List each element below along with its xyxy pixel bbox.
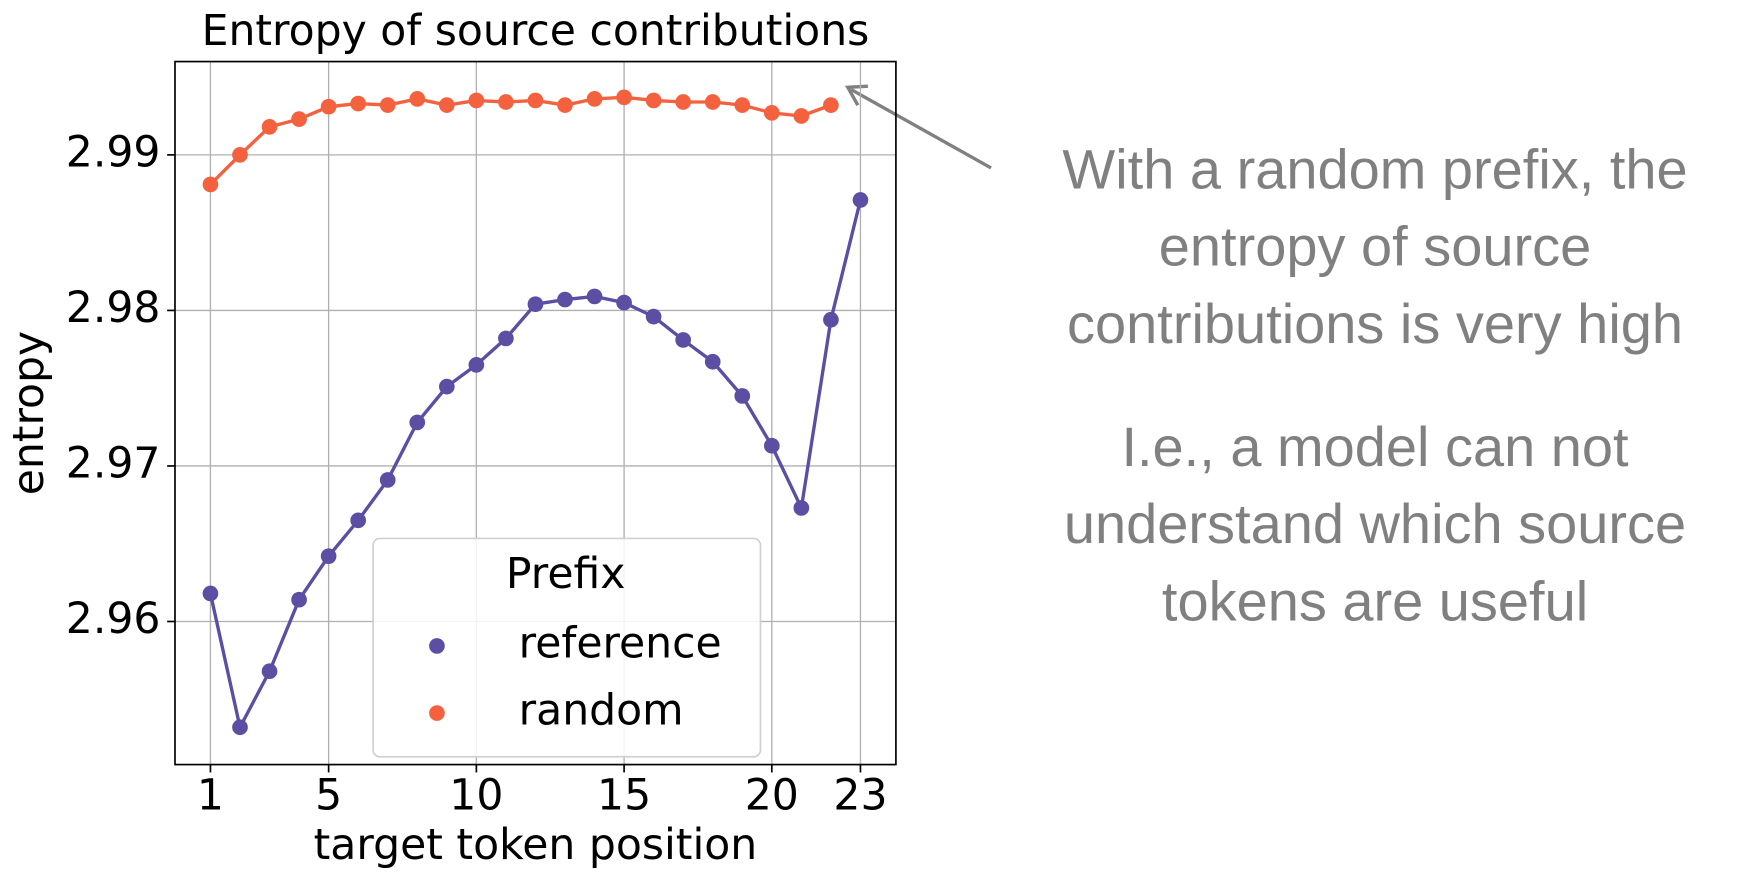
data-point (675, 94, 692, 110)
data-point (379, 472, 396, 488)
y-tick-label: 2.96 (66, 595, 161, 644)
data-point (586, 288, 603, 305)
data-point (438, 378, 455, 395)
annotation: With a random prefix, the (1062, 137, 1687, 200)
data-point (793, 108, 810, 124)
data-point (320, 98, 337, 115)
y-tick-label: 2.99 (66, 128, 161, 177)
annotation: entropy of source (1159, 215, 1591, 278)
x-tick-label: 5 (315, 772, 342, 821)
legend-label: random (519, 687, 684, 736)
data-point (350, 512, 367, 529)
data-point (202, 585, 219, 602)
data-point (232, 719, 248, 736)
y-axis-label: entropy (5, 331, 54, 495)
chart-title: Entropy of source contributions (202, 7, 870, 56)
data-point (438, 97, 455, 113)
x-tick-label: 20 (745, 772, 799, 821)
data-point (704, 94, 721, 110)
data-point (704, 353, 721, 370)
data-point (734, 97, 751, 113)
data-point (557, 291, 573, 308)
x-tick-label: 23 (833, 772, 887, 821)
data-point (468, 92, 485, 109)
data-point (763, 105, 780, 121)
data-point (823, 97, 839, 113)
data-point (320, 548, 337, 565)
data-point (202, 176, 219, 193)
legend-label: reference (519, 619, 722, 668)
data-point (261, 663, 278, 680)
x-axis-label: target token position (314, 821, 758, 870)
data-point (852, 192, 869, 208)
data-point (793, 500, 810, 516)
y-tick-label: 2.97 (66, 439, 161, 488)
data-point (409, 91, 426, 107)
annotation: tokens are useful (1162, 569, 1588, 632)
data-point (350, 95, 367, 112)
data-point (409, 414, 426, 431)
data-point (616, 294, 632, 311)
data-point (291, 111, 307, 127)
x-tick-label: 10 (449, 772, 503, 821)
data-point (527, 92, 544, 109)
y-tick-label: 2.98 (66, 284, 161, 333)
data-point (498, 330, 514, 347)
data-point (379, 97, 396, 113)
data-point (675, 332, 692, 348)
x-tick-label: 15 (597, 772, 651, 821)
data-point (616, 89, 632, 106)
annotation: contributions is very high (1067, 292, 1683, 355)
data-point (557, 97, 573, 113)
data-point (645, 308, 662, 325)
data-point (498, 94, 514, 110)
data-point (291, 591, 307, 608)
legend-marker (429, 705, 445, 721)
arrow (850, 88, 992, 170)
annotation: I.e., a model can not (1121, 415, 1629, 478)
data-point (527, 296, 544, 313)
arrow-head (844, 84, 869, 107)
data-point (823, 311, 839, 328)
data-point (734, 388, 751, 404)
legend-title: Prefix (506, 550, 626, 599)
series-line (209, 95, 832, 186)
data-point (468, 357, 485, 373)
annotation: understand which source (1064, 492, 1686, 555)
legend-box (372, 537, 762, 758)
plot-frame (174, 60, 897, 766)
data-point (645, 92, 662, 109)
data-point (586, 91, 603, 107)
x-tick-label: 1 (197, 772, 224, 821)
data-point (763, 437, 780, 454)
data-point (232, 147, 248, 163)
legend-marker (429, 638, 445, 654)
data-point (261, 119, 278, 135)
